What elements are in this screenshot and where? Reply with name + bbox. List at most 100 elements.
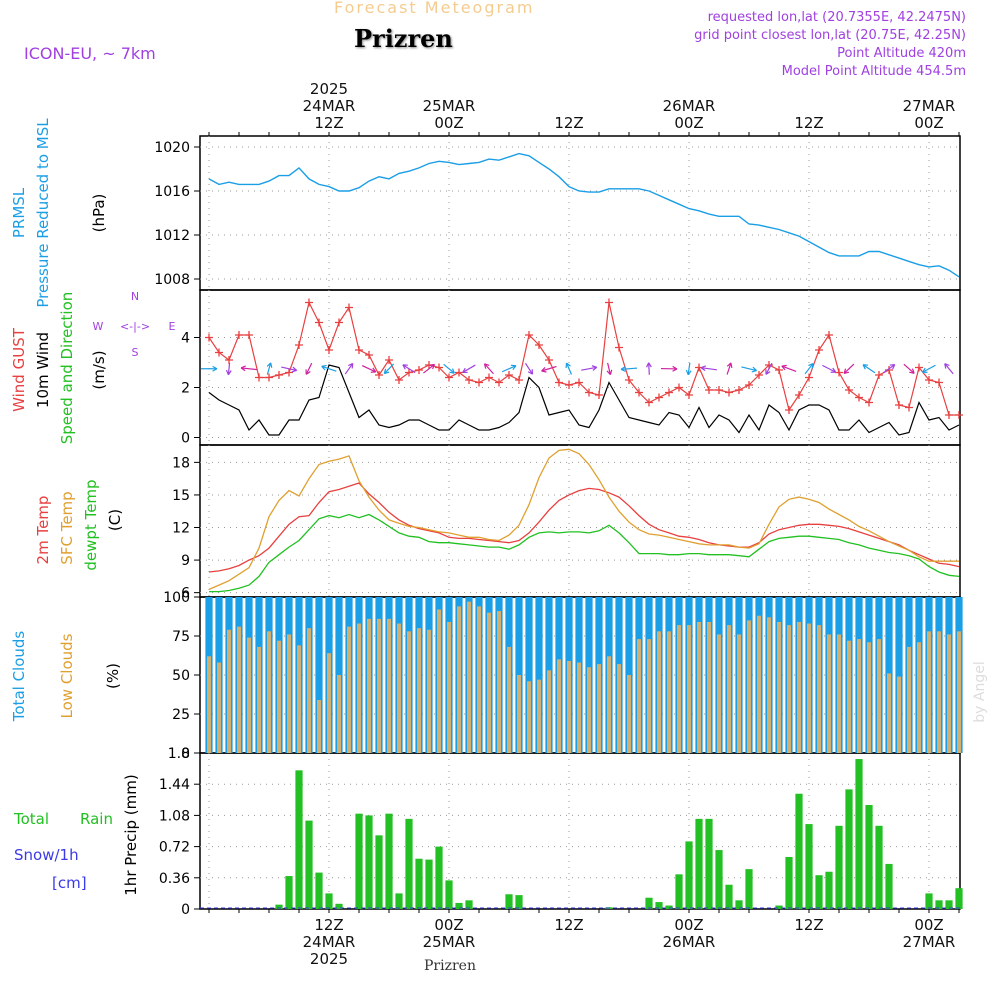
wind-arrow-head	[645, 362, 652, 368]
wind-direction-arrow	[620, 367, 638, 370]
wind-arrow-head	[429, 363, 436, 370]
rain-bar	[645, 897, 653, 909]
forecast-label: Forecast Meteogram	[334, 0, 535, 17]
gust-marker	[415, 366, 423, 374]
rain-bar	[795, 793, 803, 909]
gust-marker	[925, 376, 933, 384]
gust-marker	[725, 388, 733, 397]
y-tick-label: 1012	[154, 228, 190, 244]
gust-marker	[705, 386, 713, 394]
gust-marker	[895, 401, 903, 409]
low-cloud-bar	[657, 631, 661, 753]
snow-label: Snow/1h	[14, 846, 79, 864]
wind-arrow-head	[781, 364, 787, 371]
time-label-top: 00Z	[674, 114, 703, 132]
wind-direction-arrow	[541, 365, 557, 372]
point-altitude: Point Altitude 420m	[837, 46, 966, 61]
wind-direction-arrow	[361, 365, 377, 373]
time-label-top: 00Z	[914, 114, 943, 132]
gust-marker	[615, 343, 623, 352]
low-cloud-bar	[777, 621, 781, 753]
low-cloud-bar	[517, 675, 521, 753]
total-cloud-bar	[525, 597, 533, 753]
y-tick-label: 4	[181, 331, 190, 347]
gust-marker	[325, 346, 333, 354]
wind-arrow-head	[305, 369, 311, 375]
wind-direction-arrow	[565, 362, 573, 375]
low-cloud-bar	[247, 637, 251, 753]
gust-marker	[605, 298, 613, 307]
wind-direction-arrow	[781, 365, 797, 372]
gust-marker	[295, 341, 303, 349]
low-cloud-bar	[697, 621, 701, 753]
low-cloud-bar	[627, 675, 631, 753]
time-label-top: 27MAR	[903, 97, 956, 115]
wind-arrow-head	[765, 369, 771, 375]
gust-marker	[445, 373, 453, 382]
gust-marker	[665, 388, 673, 397]
wind-arrow-head	[321, 364, 327, 371]
panel-frame	[199, 135, 961, 291]
gust-marker	[655, 393, 663, 402]
time-label-bottom: 24MAR	[303, 933, 356, 951]
gust-marker	[545, 356, 553, 364]
wind-direction-arrow	[701, 367, 717, 371]
rain-bar	[335, 903, 343, 909]
wind-arrow-head	[700, 365, 707, 372]
wind-arrow-head	[808, 363, 814, 369]
compass-e: E	[169, 320, 176, 333]
low-cloud-bar	[357, 623, 361, 753]
wind-direction-arrow	[726, 362, 732, 375]
low-cloud-bar	[717, 634, 721, 753]
cloud-unit-label: (%)	[104, 663, 122, 689]
y-tick-label: 50	[172, 668, 190, 684]
gust-marker	[265, 373, 273, 382]
y-tick-label: 2	[181, 381, 190, 397]
gust-marker	[645, 398, 653, 407]
wind-arrow-head	[225, 369, 232, 376]
low-cloud-bar	[797, 621, 801, 753]
gust-marker	[365, 351, 373, 359]
gust-line	[208, 300, 959, 416]
gust-marker	[205, 333, 213, 342]
total-cloud-bar	[535, 597, 543, 753]
gust-marker	[255, 373, 263, 382]
gust-marker	[835, 368, 843, 377]
sfc-temp-label: SFC Temp	[58, 491, 76, 564]
snow-unit-label: [cm]	[52, 874, 87, 892]
gust-marker	[905, 403, 913, 412]
wind-direction-arrow	[687, 362, 691, 375]
rain-bar	[305, 820, 313, 909]
wind-arrow-head	[862, 364, 869, 370]
gust-marker	[935, 378, 943, 387]
gust-marker	[405, 368, 413, 377]
compass-w: W	[93, 320, 104, 333]
time-label-bottom: 00Z	[914, 916, 943, 934]
low-cloud-bar	[417, 628, 421, 753]
low-cloud-bar	[927, 631, 931, 753]
wind-direction-arrow	[501, 365, 517, 373]
low-cloud-bar	[377, 618, 381, 753]
rain-bar	[425, 859, 433, 909]
low-cloud-bar	[647, 639, 651, 753]
gust-marker	[865, 398, 873, 407]
rain-bar	[935, 900, 943, 909]
wind-direction-arrow	[843, 363, 855, 374]
wind-arrow-head	[483, 363, 490, 369]
gust-marker	[345, 303, 353, 312]
y-tick-label: 0	[181, 431, 190, 447]
wind-direction-arrow	[581, 366, 597, 371]
low-cloud-bar	[687, 625, 691, 753]
gust-marker	[745, 381, 753, 389]
wind-arrow-head	[606, 369, 613, 376]
y-tick-label: 25	[172, 707, 190, 723]
dewpt-label: dewpt Temp	[82, 479, 100, 570]
rain-bar	[945, 900, 953, 909]
temp-line	[208, 448, 959, 590]
gust-marker	[815, 346, 823, 354]
low-cloud-bar	[237, 626, 241, 753]
gust-marker	[625, 376, 633, 384]
wind-arrow-head	[620, 366, 626, 372]
pressure-unit-label: (hPa)	[90, 194, 108, 233]
low-cloud-bar	[367, 618, 371, 753]
